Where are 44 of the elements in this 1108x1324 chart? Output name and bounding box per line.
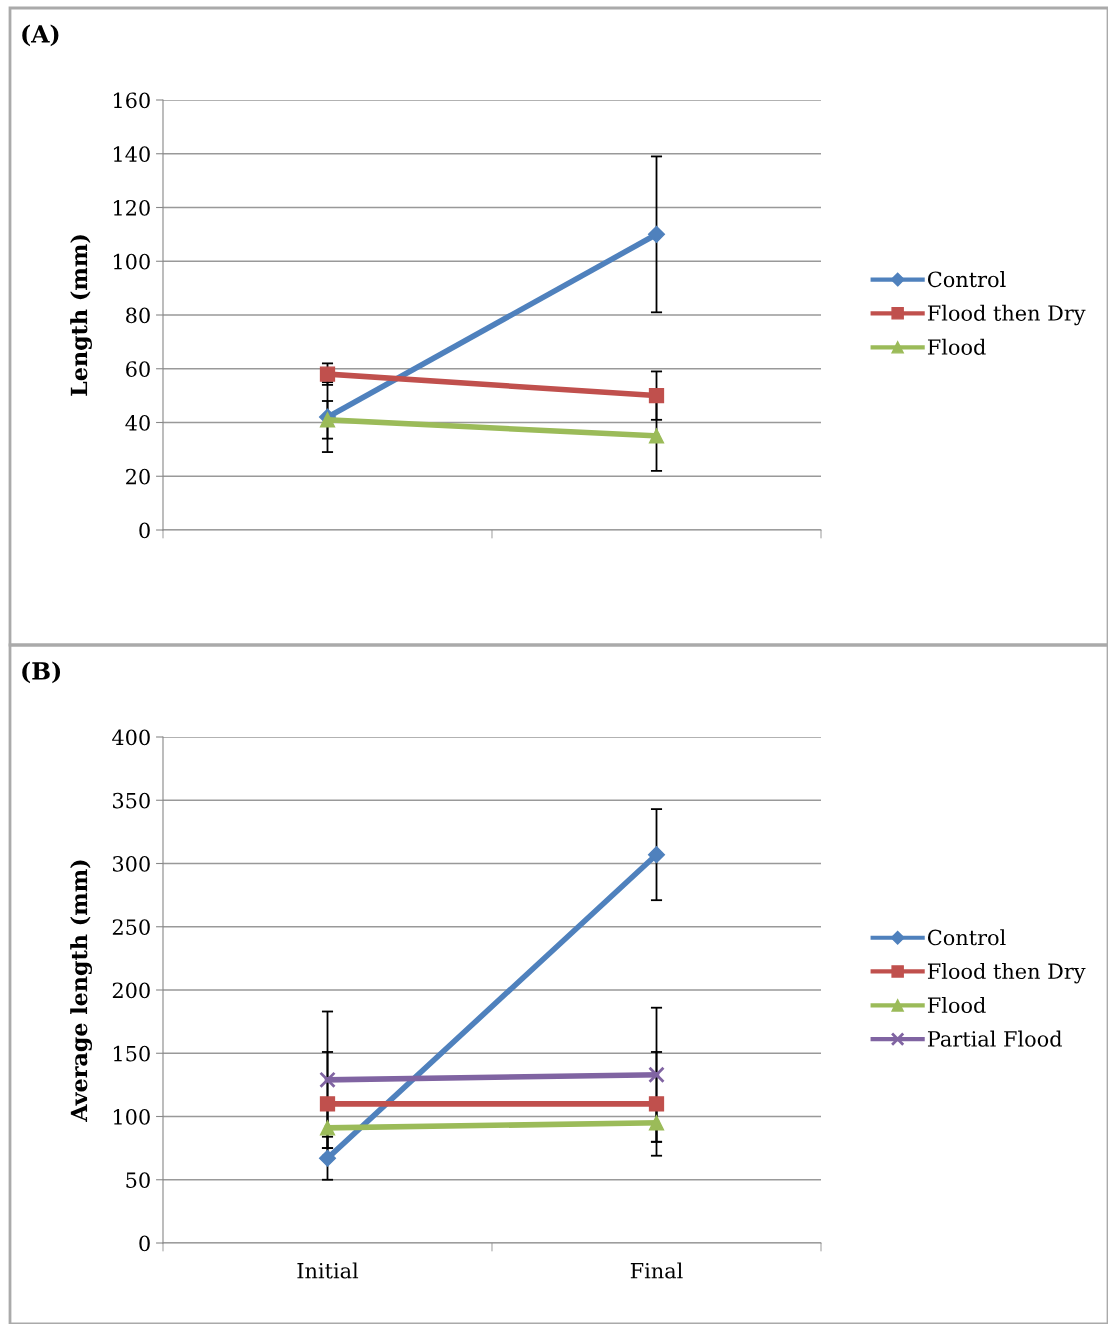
point — [648, 1115, 665, 1131]
point — [319, 1096, 336, 1112]
point — [648, 1096, 665, 1112]
legend-label: Flood — [927, 996, 986, 1014]
y-tick-label: 40 — [125, 414, 150, 431]
point — [648, 1066, 665, 1084]
legend-label: Control — [927, 271, 1006, 288]
point — [319, 366, 336, 382]
chart-title: (B) — [22, 661, 61, 684]
y-axis-title: Average length (mm) — [70, 860, 92, 1122]
legend-label: Flood — [927, 338, 986, 355]
y-tick-label: 400 — [112, 729, 150, 746]
point — [648, 428, 665, 444]
y-tick-label: 350 — [113, 792, 150, 809]
y-tick-label: 0 — [139, 1235, 150, 1252]
chart-title: (A) — [22, 24, 59, 47]
x-tick-label: Final — [630, 1262, 683, 1279]
point — [318, 1149, 337, 1167]
y-tick-label: 0 — [139, 522, 150, 539]
point — [647, 846, 666, 864]
y-tick-label: 160 — [113, 92, 150, 109]
y-tick-label: 150 — [113, 1045, 150, 1062]
legend-label: Flood then Dry — [927, 304, 1086, 326]
point — [647, 225, 666, 243]
point — [319, 1120, 336, 1136]
y-tick-label: 60 — [126, 361, 150, 377]
y-axis-title: Length (mm) — [70, 235, 92, 396]
y-tick-label: 100 — [113, 253, 150, 270]
y-tick-label: 250 — [112, 919, 150, 935]
y-tick-label: 80 — [126, 307, 150, 324]
y-tick-label: 140 — [113, 146, 150, 162]
y-tick-label: 50 — [126, 1172, 150, 1188]
y-tick-label: 120 — [113, 199, 150, 216]
legend-label: Control — [927, 929, 1006, 946]
point — [648, 387, 665, 404]
point — [319, 412, 336, 428]
point — [319, 1071, 336, 1089]
x-tick-label: Initial — [297, 1262, 359, 1279]
legend-label: Flood then Dry — [927, 962, 1086, 984]
legend-label: Partial Flood — [927, 1030, 1062, 1047]
y-tick-label: 200 — [112, 982, 150, 999]
y-tick-label: 20 — [126, 468, 150, 485]
y-tick-label: 300 — [113, 855, 150, 872]
y-tick-label: 100 — [113, 1108, 150, 1125]
